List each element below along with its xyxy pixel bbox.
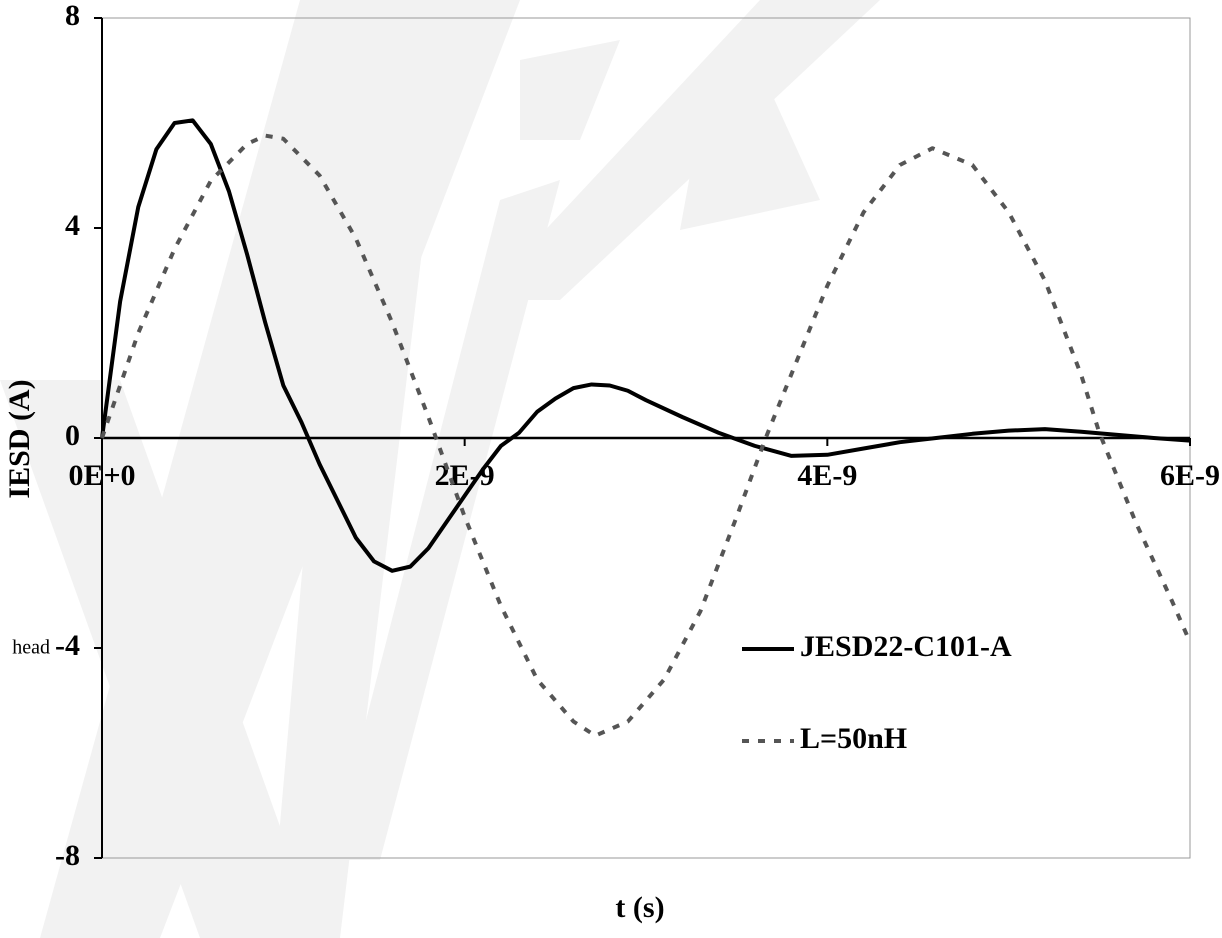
annotation: head bbox=[12, 637, 50, 659]
y-tick-label: 0 bbox=[65, 419, 80, 452]
x-tick-label: 6E-9 bbox=[1160, 459, 1220, 492]
legend-label: JESD22-C101-A bbox=[800, 630, 1012, 663]
legend-label: L=50nH bbox=[800, 722, 907, 755]
y-axis-title: IESD (A) bbox=[3, 379, 36, 498]
x-tick-label: 0E+0 bbox=[68, 459, 135, 492]
chart: head t (s) IESD (A) -8-40480E+02E-94E-96… bbox=[0, 0, 1222, 938]
y-tick-label: -8 bbox=[55, 839, 80, 872]
y-tick-label: -4 bbox=[55, 629, 80, 662]
y-tick-label: 8 bbox=[65, 0, 80, 32]
x-tick-label: 4E-9 bbox=[797, 459, 857, 492]
x-axis-title: t (s) bbox=[615, 891, 664, 924]
y-tick-label: 4 bbox=[65, 209, 80, 242]
